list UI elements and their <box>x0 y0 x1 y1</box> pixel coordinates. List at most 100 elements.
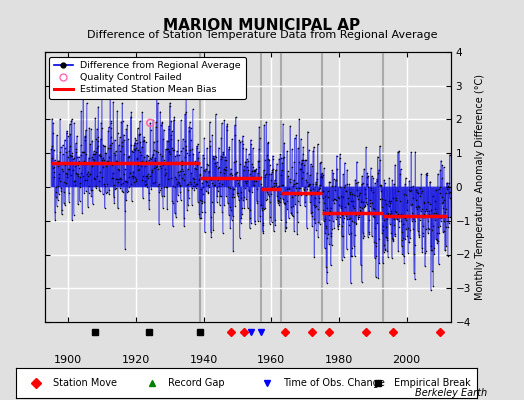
Point <box>174 137 183 143</box>
Point <box>398 251 407 257</box>
Point <box>353 179 362 185</box>
Point <box>351 176 359 183</box>
Point <box>200 155 208 161</box>
Point <box>157 184 166 191</box>
Point <box>443 224 452 230</box>
Point <box>292 180 301 186</box>
Point <box>224 175 233 182</box>
Point <box>159 156 168 163</box>
Point <box>68 217 77 224</box>
Point <box>203 145 211 151</box>
Point <box>268 152 277 159</box>
Point <box>429 283 438 289</box>
Point <box>201 229 209 236</box>
Point <box>73 133 81 139</box>
Point <box>239 194 248 200</box>
Point <box>387 230 396 237</box>
Point <box>185 128 193 134</box>
Point <box>245 150 253 157</box>
Point <box>180 223 188 229</box>
Point <box>390 208 399 214</box>
Point <box>268 167 277 173</box>
Point <box>270 180 279 186</box>
Point <box>187 181 195 187</box>
Point <box>403 233 412 239</box>
Point <box>253 175 261 182</box>
Point <box>386 198 395 204</box>
Point <box>264 139 272 146</box>
Point <box>86 171 94 177</box>
Point <box>182 150 191 157</box>
Point <box>123 178 131 185</box>
Point <box>269 182 278 189</box>
Point <box>422 171 431 177</box>
Point <box>132 137 140 143</box>
Point <box>76 184 84 190</box>
Point <box>177 117 185 124</box>
Point <box>81 134 89 141</box>
Point <box>302 176 310 183</box>
Point <box>203 160 212 167</box>
Point <box>288 164 296 170</box>
Point <box>405 239 413 246</box>
Point <box>82 151 91 158</box>
Point <box>239 196 247 203</box>
Point <box>98 173 106 180</box>
Point <box>179 168 188 174</box>
Point <box>103 158 111 165</box>
Point <box>398 237 406 244</box>
Point <box>118 100 127 106</box>
Point <box>429 192 437 199</box>
Point <box>378 210 386 217</box>
Point <box>210 181 218 188</box>
Point <box>64 132 72 139</box>
Point <box>381 234 390 240</box>
Point <box>88 138 96 144</box>
Point <box>251 166 259 173</box>
Point <box>351 253 359 259</box>
Point <box>268 184 276 190</box>
Point <box>230 194 238 200</box>
Point <box>159 135 168 142</box>
Point <box>193 143 201 149</box>
Point <box>265 162 274 168</box>
Point <box>104 124 113 130</box>
Point <box>172 175 180 182</box>
Point <box>278 196 287 202</box>
Point <box>282 219 290 225</box>
Point <box>191 158 199 165</box>
Point <box>87 193 95 200</box>
Point <box>190 165 199 172</box>
Point <box>83 170 91 177</box>
Point <box>338 211 346 218</box>
Point <box>325 179 334 186</box>
Point <box>420 211 428 217</box>
Point <box>220 166 228 172</box>
Point <box>368 213 377 219</box>
Point <box>179 145 187 152</box>
Point <box>83 161 92 168</box>
Point <box>279 200 288 206</box>
Point <box>83 173 92 180</box>
Point <box>130 146 138 152</box>
Point <box>132 176 140 182</box>
Point <box>269 166 277 172</box>
Point <box>301 184 309 190</box>
Point <box>305 180 313 187</box>
Point <box>259 220 267 226</box>
Point <box>367 185 376 192</box>
Point <box>161 171 169 178</box>
Point <box>69 166 77 173</box>
Point <box>309 186 317 192</box>
Point <box>114 178 123 185</box>
Point <box>147 186 156 192</box>
Point <box>269 155 277 162</box>
Point <box>53 158 62 164</box>
Point <box>241 158 249 165</box>
Point <box>84 155 93 161</box>
Point <box>244 175 253 182</box>
Point <box>307 210 315 216</box>
Point <box>420 199 428 205</box>
Point <box>254 218 262 224</box>
Point <box>200 199 208 206</box>
